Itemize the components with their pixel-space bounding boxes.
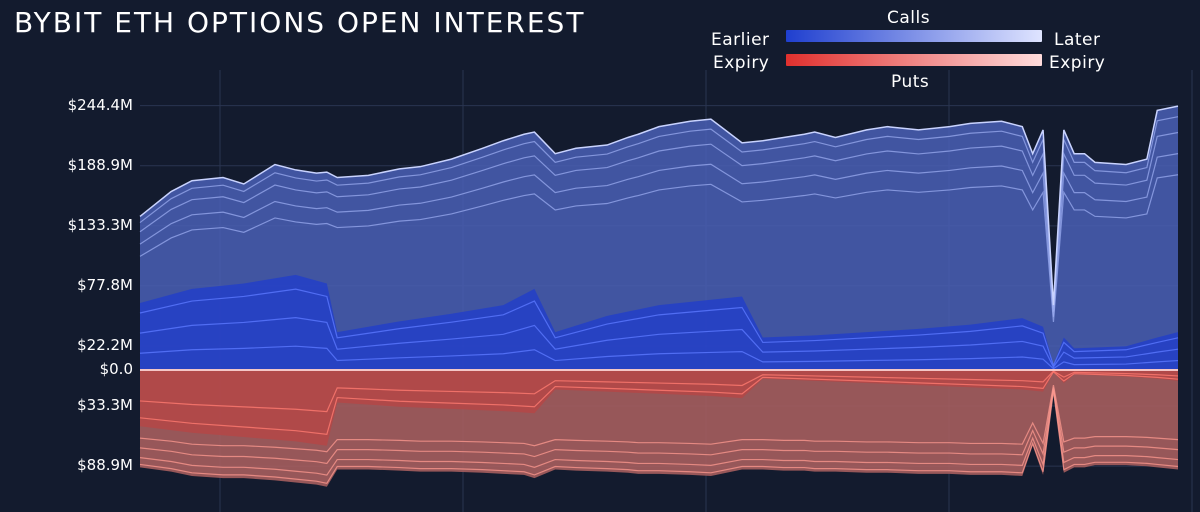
calls-total-line bbox=[139, 105, 1179, 306]
y-tick-label: $88.9M bbox=[77, 456, 133, 475]
calls-early-expiry-line bbox=[139, 345, 1179, 370]
y-tick-label: $188.9M bbox=[67, 155, 133, 174]
legend-earlier-label: Earlier bbox=[711, 30, 770, 50]
y-tick-label: $0.0 bbox=[99, 360, 133, 378]
calls-expiry-line bbox=[139, 174, 1179, 323]
y-tick-label: $133.3M bbox=[67, 215, 133, 234]
y-tick-label: $77.8M bbox=[77, 275, 133, 294]
calls-earliest-area bbox=[140, 274, 1178, 370]
calls-total-area bbox=[140, 106, 1178, 370]
calls-expiry-line bbox=[139, 153, 1179, 317]
calls-early-expiry-line bbox=[139, 288, 1179, 368]
puts-earliest-area bbox=[140, 370, 1178, 446]
legend-later-label: Later bbox=[1054, 30, 1101, 50]
y-tick-label: $33.3M bbox=[77, 396, 133, 414]
calls-early-expiry-line bbox=[139, 317, 1179, 369]
chart-title: BYBIT ETH OPTIONS OPEN INTEREST bbox=[14, 6, 586, 39]
legend: Calls Earlier Later Expiry Expiry Puts bbox=[0, 0, 1200, 100]
legend-calls-gradient bbox=[786, 30, 1042, 42]
y-tick-label: $244.4M bbox=[67, 95, 133, 114]
y-tick-label: $22.2M bbox=[77, 335, 133, 354]
legend-expiry-left-label: Expiry bbox=[713, 53, 770, 73]
puts-early-expiry-line bbox=[139, 370, 1179, 436]
legend-puts-label: Puts bbox=[891, 72, 930, 92]
legend-calls-label: Calls bbox=[887, 8, 931, 28]
puts-expiry-line bbox=[139, 387, 1179, 465]
legend-puts-gradient bbox=[786, 54, 1042, 66]
puts-early-expiry-line bbox=[139, 370, 1179, 413]
legend-expiry-right-label: Expiry bbox=[1049, 53, 1106, 73]
puts-expiry-line bbox=[139, 385, 1179, 453]
